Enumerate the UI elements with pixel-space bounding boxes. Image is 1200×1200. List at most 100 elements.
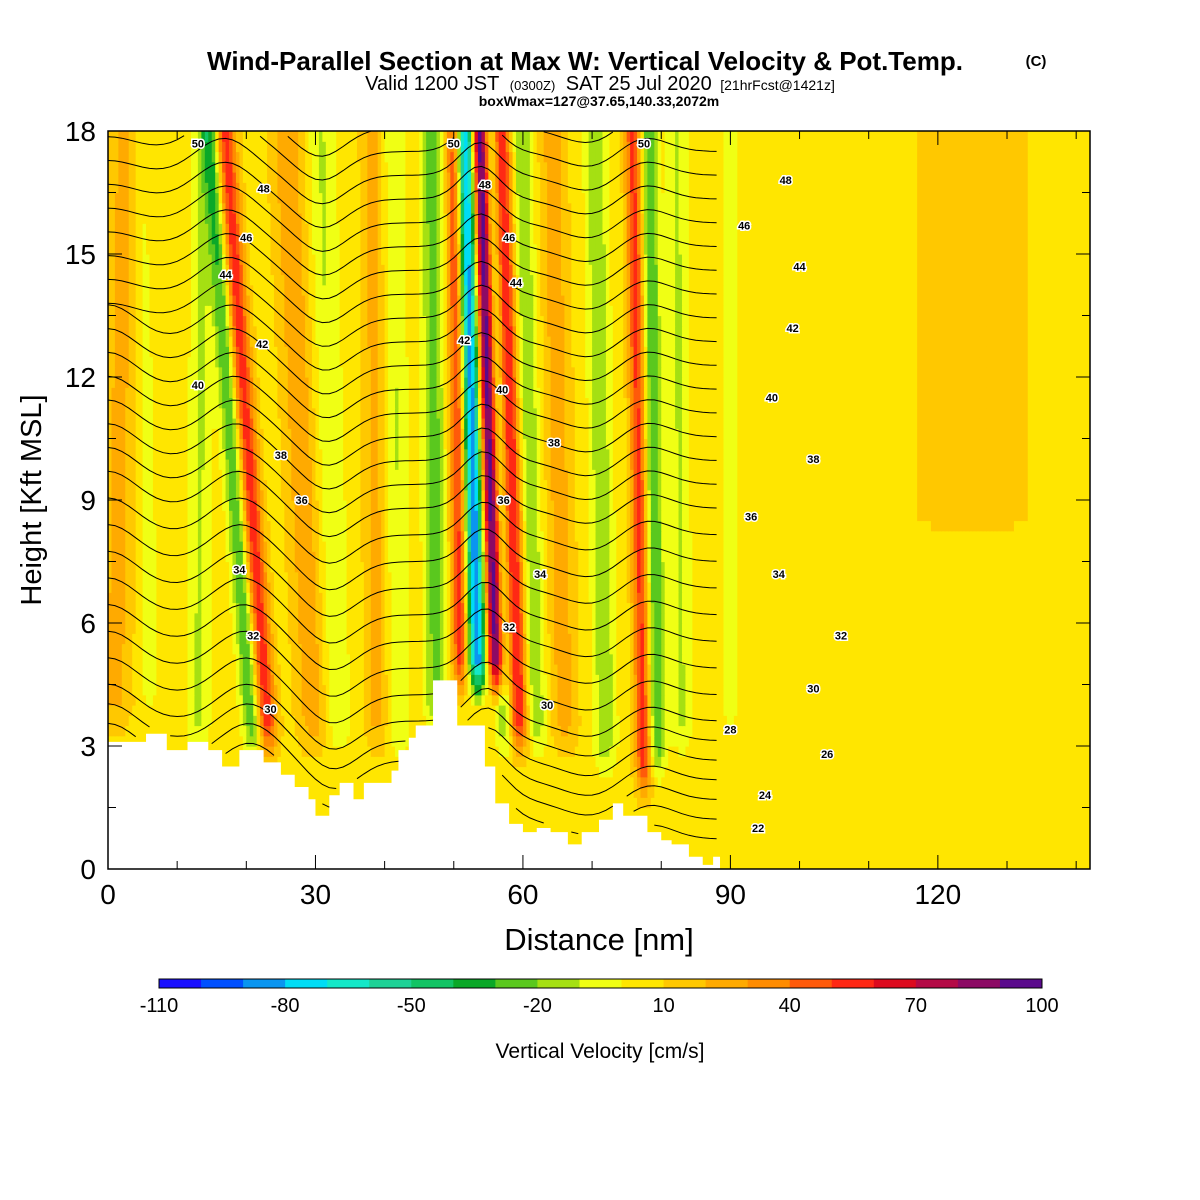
w-cell <box>861 766 866 778</box>
w-cell <box>222 735 227 747</box>
w-cell <box>910 746 915 757</box>
w-cell <box>536 735 541 747</box>
w-cell <box>823 848 828 860</box>
w-cell <box>758 828 763 839</box>
w-cell <box>664 787 669 798</box>
w-cell <box>550 807 555 819</box>
w-cell <box>889 746 894 757</box>
w-cell <box>540 787 545 798</box>
w-cell <box>726 838 731 850</box>
w-cell <box>962 858 967 869</box>
w-cell <box>616 725 621 737</box>
w-cell <box>695 787 700 798</box>
w-cell <box>1027 797 1032 809</box>
w-cell <box>920 715 925 727</box>
w-cell <box>1041 766 1046 778</box>
w-cell <box>522 807 527 819</box>
w-cell <box>560 756 566 768</box>
w-cell <box>516 694 521 706</box>
w-cell <box>872 725 877 737</box>
w-cell <box>574 746 579 757</box>
w-cell <box>550 817 555 829</box>
w-cell <box>996 797 1001 809</box>
w-cell <box>761 725 766 737</box>
w-cell <box>187 725 192 737</box>
w-cell <box>1034 848 1039 860</box>
w-cell <box>564 694 569 706</box>
w-cell <box>509 694 514 706</box>
w-cell <box>896 817 901 829</box>
w-cell <box>142 735 147 747</box>
w-cell <box>685 766 690 778</box>
w-cell <box>958 756 963 768</box>
w-cell <box>882 787 887 798</box>
w-cell <box>1017 858 1022 869</box>
w-cell <box>892 828 897 839</box>
w-cell <box>560 684 566 696</box>
w-cell <box>906 817 911 829</box>
w-cell <box>1048 838 1053 850</box>
w-cell <box>616 766 621 778</box>
w-cell <box>1058 858 1063 869</box>
w-cell <box>263 725 268 737</box>
w-cell <box>764 817 770 829</box>
w-cell <box>353 725 358 737</box>
w-cell <box>201 705 206 716</box>
w-cell <box>339 776 344 788</box>
w-cell <box>851 838 856 850</box>
w-cell <box>1010 787 1015 798</box>
w-cell <box>1027 746 1032 757</box>
w-cell <box>329 756 334 768</box>
w-cell <box>343 756 348 768</box>
w-cell <box>906 735 911 747</box>
w-cell <box>1024 776 1029 788</box>
w-cell <box>688 735 693 747</box>
w-cell <box>796 838 801 850</box>
w-cell <box>834 776 839 788</box>
w-cell <box>197 694 202 706</box>
w-cell <box>1007 756 1012 768</box>
w-cell <box>751 838 756 850</box>
w-cell <box>512 715 517 727</box>
w-cell <box>699 807 704 819</box>
w-cell <box>885 848 891 860</box>
w-cell <box>851 705 856 716</box>
w-cell <box>764 828 770 839</box>
w-cell <box>467 694 472 706</box>
w-cell <box>661 705 666 716</box>
w-cell <box>740 735 745 747</box>
w-cell <box>896 694 901 706</box>
w-cell <box>892 766 897 778</box>
w-cell <box>986 705 991 716</box>
w-cell <box>993 807 998 819</box>
w-cell <box>132 684 137 696</box>
w-cell <box>892 817 897 829</box>
w-cell <box>118 694 123 706</box>
w-cell <box>889 807 894 819</box>
w-cell <box>384 756 389 768</box>
w-cell <box>232 705 237 716</box>
w-cell <box>733 735 738 747</box>
w-cell <box>865 694 870 706</box>
w-cell <box>858 766 863 778</box>
w-cell <box>709 725 714 737</box>
w-cell <box>944 817 949 829</box>
w-cell <box>1065 756 1070 768</box>
w-cell <box>481 715 486 727</box>
w-cell <box>249 705 254 716</box>
w-cell <box>526 715 531 727</box>
w-cell <box>951 776 956 788</box>
w-cell <box>1010 776 1015 788</box>
w-cell <box>585 725 590 737</box>
w-cell <box>896 766 901 778</box>
w-cell <box>346 756 351 768</box>
w-cell <box>1072 828 1077 839</box>
w-cell <box>654 746 659 757</box>
w-cell <box>751 756 756 768</box>
w-cell <box>854 725 859 737</box>
w-cell <box>557 735 562 747</box>
w-cell <box>747 715 752 727</box>
w-cell <box>585 715 590 727</box>
w-cell <box>1086 746 1090 757</box>
w-cell <box>253 735 258 747</box>
